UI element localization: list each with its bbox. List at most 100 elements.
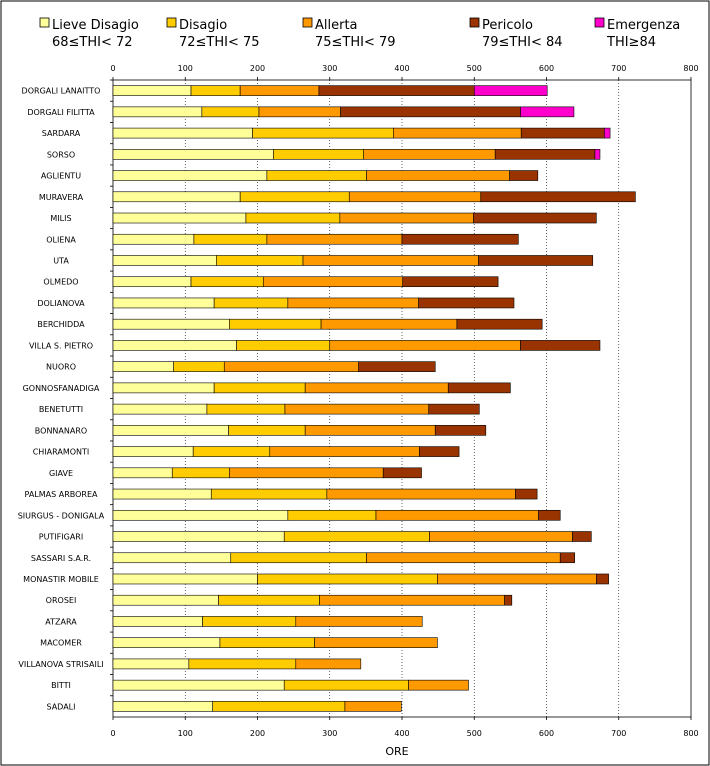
bar-segment-disagio [192,446,271,457]
bar-segment-lieve-disagio [112,488,212,500]
bar-segment-allerta [326,488,516,500]
category-label: NUORO [46,363,76,372]
bar-segment-emergenza [594,149,601,160]
legend: Lieve Disagio 68≤THI< 72 Disagio 72≤THI< 75… [39,17,680,50]
bar-segment-allerta [269,446,420,457]
x-tick-label-top: 300 [322,64,337,73]
x-tick-label-top: 700 [611,64,626,73]
category-label: BITTI [51,681,71,690]
bar-segment-allerta [344,701,402,712]
category-label: VILLA S. PIETRO [29,341,93,350]
bar-segment-pericolo [473,212,597,224]
bar-segment-disagio [283,679,409,691]
category-label: SORSO [47,150,75,159]
bar-segment-lieve-disagio [112,531,285,542]
category-label: BENETUTTI [39,405,83,414]
bar-segment-pericolo [520,340,601,351]
x-tick-label-top: 500 [467,64,482,73]
bar-segment-allerta [375,509,539,521]
bar-segment-pericolo [402,276,499,288]
bar-segment-disagio [245,212,341,224]
bar-segment-pericolo [456,318,543,330]
bar-segment-allerta [304,425,436,436]
legend-range-label: 68≤THI< 72 [52,35,133,50]
bar-segment-pericolo [559,552,575,564]
category-label: PALMAS ARBOREA [25,490,99,499]
bar-segment-lieve-disagio [112,85,192,96]
bar-segment-lieve-disagio [112,149,274,160]
legend-series-name: Disagio [179,18,227,33]
x-tick-label-bottom: 600 [539,729,554,738]
bar-segment-pericolo [340,106,521,118]
category-label: ATZARA [45,617,77,626]
bar-segment-disagio [239,191,350,203]
bar-segment-allerta [295,616,423,627]
bar-segment-allerta [266,233,403,245]
category-label: OROSEI [46,596,77,605]
bar-segment-pericolo [494,149,596,160]
category-label: PUTIFIGARI [39,533,83,542]
x-tick-label-bottom: 200 [250,729,265,738]
x-tick-label-top: 100 [178,64,193,73]
legend-swatch [469,17,480,28]
x-tick-label-bottom: 300 [322,729,337,738]
bar-segment-allerta [284,403,430,415]
bar-segment-emergenza [603,127,611,139]
bar-segment-allerta [348,191,482,203]
bar-segment-allerta [339,212,474,224]
bar-segment-pericolo [480,191,636,203]
category-label: MONASTIR MOBILE [23,575,99,584]
bar-segment-allerta [366,552,561,564]
bar-segment-pericolo [596,573,609,585]
bar-segment-pericolo [520,127,605,139]
bar-segment-disagio [202,616,297,627]
bar-segment-disagio [193,233,268,245]
legend-swatch [594,17,605,28]
bar-segment-allerta [287,297,419,309]
bar-segment-lieve-disagio [112,701,214,712]
bar-segment-pericolo [509,170,539,181]
category-label: AGLIENTU [41,172,81,181]
bar-segment-pericolo [434,425,487,436]
bar-segment-allerta [304,382,449,394]
bar-segment-pericolo [478,255,594,266]
bar-segment-pericolo [428,403,480,415]
bar-segment-allerta [319,594,505,606]
bar-segment-lieve-disagio [112,382,215,394]
bar-segment-pericolo [572,531,592,542]
category-label: BERCHIDDA [37,320,85,329]
bar-segment-disagio [230,552,367,564]
bar-segment-disagio [213,297,289,309]
legend-series-name: Pericolo [482,18,533,33]
x-tick-label-top: 800 [683,64,698,73]
gridlines [112,79,692,718]
bar-segment-pericolo [504,594,513,606]
category-label: DORGALI LANAITTO [22,87,101,96]
category-label: SIURGUS - DONIGALA [18,511,105,520]
bar-segment-allerta [429,531,573,542]
category-label: OLMEDO [43,278,78,287]
legend-swatch [39,17,50,28]
bar-segment-disagio [206,403,286,415]
bar-segment-allerta [262,276,404,288]
bar-segment-allerta [363,149,496,160]
x-tick-label-bottom: 100 [178,729,193,738]
bar-segment-pericolo [515,488,538,500]
bar-segment-disagio [212,701,346,712]
bar-segment-disagio [257,573,438,585]
bar-segment-disagio [273,149,365,160]
bar-segment-disagio [236,340,331,351]
x-axis-label: ORE [385,745,408,758]
bar-segment-allerta [366,170,510,181]
legend-range-label: THI≥84 [606,35,656,50]
bar-segment-disagio [173,361,225,372]
bar-segment-lieve-disagio [112,446,194,457]
bar-segment-pericolo [447,382,511,394]
category-label: DOLIANOVA [37,299,85,308]
bar-segment-emergenza [520,106,575,118]
bars [112,85,636,712]
bar-segment-lieve-disagio [112,637,221,648]
category-label: VILLANOVA STRISAILI [18,660,103,669]
